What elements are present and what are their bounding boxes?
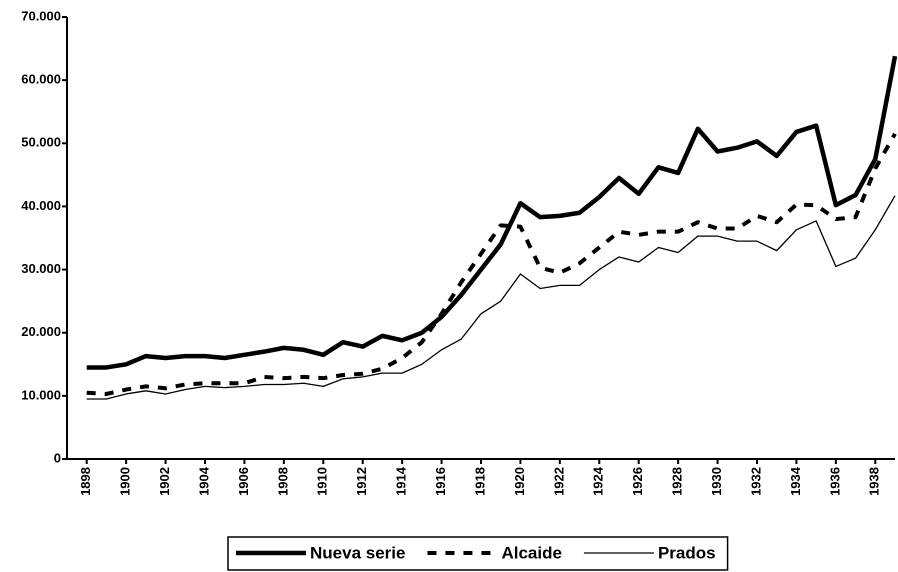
- x-tick-label: 1900: [118, 467, 133, 496]
- x-tick-label: 1916: [433, 467, 448, 496]
- legend-label: Alcaide: [501, 543, 561, 562]
- y-tick-label: 40.000: [21, 198, 61, 213]
- x-tick-label: 1906: [236, 467, 251, 496]
- x-tick-label: 1910: [315, 467, 330, 496]
- x-tick-label: 1920: [512, 467, 527, 496]
- x-tick-label: 1904: [196, 466, 211, 496]
- legend-label: Prados: [658, 543, 716, 562]
- legend-label: Nueva serie: [310, 543, 405, 562]
- y-tick-label: 30.000: [21, 261, 61, 276]
- y-tick-label: 20.000: [21, 324, 61, 339]
- y-tick-label: 70.000: [21, 8, 61, 23]
- x-tick-label: 1936: [827, 467, 842, 496]
- x-tick-label: 1928: [670, 467, 685, 496]
- x-tick-label: 1914: [394, 466, 409, 496]
- series-line: [86, 195, 896, 400]
- x-tick-label: 1934: [788, 466, 803, 496]
- y-tick-label: 60.000: [21, 72, 61, 87]
- x-tick-label: 1938: [867, 467, 882, 496]
- x-tick-label: 1908: [275, 467, 290, 496]
- x-tick-label: 1902: [157, 467, 172, 496]
- y-tick-label: 0: [54, 450, 61, 465]
- x-tick-label: 1930: [709, 467, 724, 496]
- legend-box: [227, 536, 729, 571]
- x-tick-label: 1926: [630, 467, 645, 496]
- x-tick-label: 1932: [748, 467, 763, 496]
- y-tick-label: 10.000: [21, 387, 61, 402]
- x-tick-label: 1912: [354, 467, 369, 496]
- x-tick-label: 1922: [551, 467, 566, 496]
- x-tick-label: 1924: [591, 466, 606, 496]
- y-tick-label: 50.000: [21, 135, 61, 150]
- series-line: [86, 55, 898, 370]
- x-tick-label: 1918: [472, 467, 487, 496]
- series-line: [86, 132, 897, 396]
- x-tick-label: 1898: [78, 467, 93, 496]
